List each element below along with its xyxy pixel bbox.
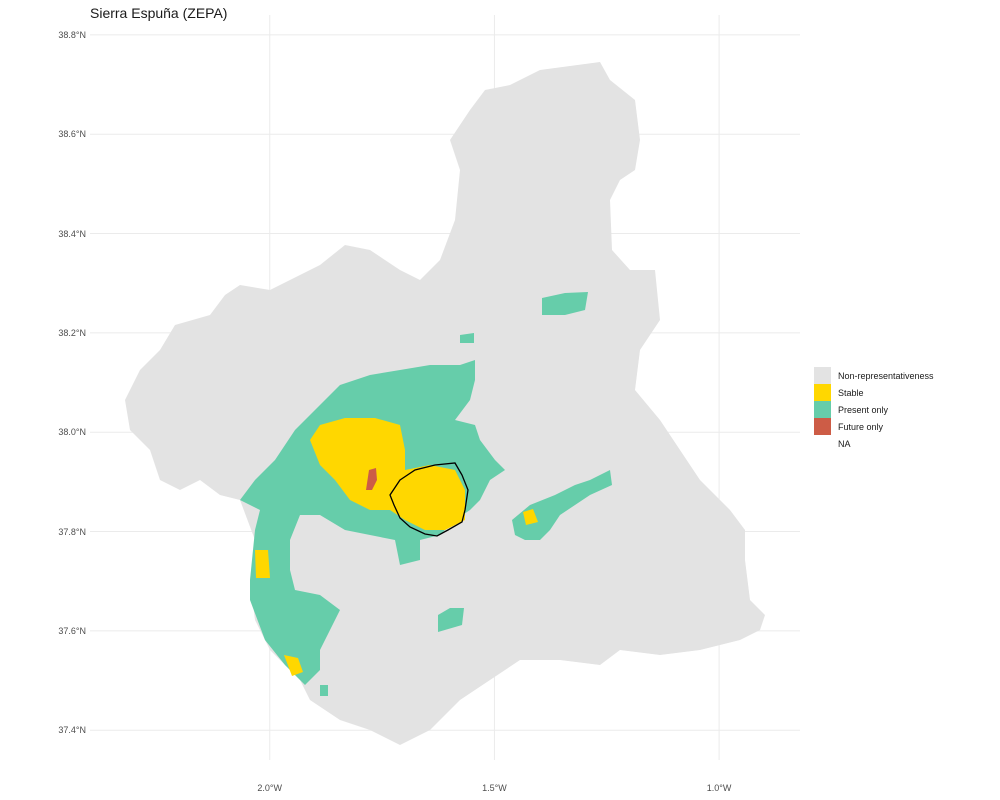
- y-tick-label: 37.4°N: [58, 725, 86, 736]
- legend-swatch: [814, 418, 831, 435]
- legend-item: NA: [814, 435, 934, 452]
- legend-label: Non-representativeness: [838, 370, 934, 381]
- region-present-only-small-b: [460, 333, 474, 343]
- y-tick-label: 38.2°N: [58, 327, 86, 338]
- y-tick-label: 37.6°N: [58, 625, 86, 636]
- region-stable-south: [284, 655, 303, 676]
- legend-label: Present only: [838, 404, 889, 415]
- legend-label: NA: [838, 438, 851, 449]
- protected-area-outline: [389, 462, 469, 537]
- y-tick-label: 38.4°N: [58, 228, 86, 239]
- y-tick-label: 38.0°N: [58, 427, 86, 438]
- legend-item: Present only: [814, 401, 934, 418]
- y-tick-label: 37.8°N: [58, 526, 86, 537]
- region-present-only-north: [542, 292, 588, 315]
- legend-item: Future only: [814, 418, 934, 435]
- map-title: Sierra Espuña (ZEPA): [90, 5, 228, 21]
- region-stable-east: [523, 509, 538, 525]
- legend-item: Stable: [814, 384, 934, 401]
- x-tick-label: 1.5°W: [482, 783, 507, 793]
- y-tick-label: 38.8°N: [58, 29, 86, 40]
- region-present-only-main: [240, 360, 505, 685]
- legend: Non-representativeness Stable Present on…: [814, 367, 934, 452]
- region-present-only-small-c: [320, 685, 328, 696]
- legend-swatch: [814, 435, 831, 452]
- x-tick-label: 2.0°W: [257, 783, 283, 793]
- legend-swatch: [814, 367, 831, 384]
- legend-item: Non-representativeness: [814, 367, 934, 384]
- region-present-only-small-a: [438, 608, 464, 632]
- legend-label: Stable: [838, 387, 864, 398]
- region-stable-main: [310, 418, 465, 530]
- region-present-only-east: [512, 470, 612, 540]
- region-future-only: [366, 468, 377, 490]
- legend-swatch: [814, 401, 831, 418]
- legend-swatch: [814, 384, 831, 401]
- y-tick-label: 38.6°N: [58, 129, 86, 140]
- legend-label: Future only: [838, 421, 884, 432]
- x-tick-label: 1.0°W: [706, 783, 732, 793]
- region-stable-west: [255, 550, 270, 578]
